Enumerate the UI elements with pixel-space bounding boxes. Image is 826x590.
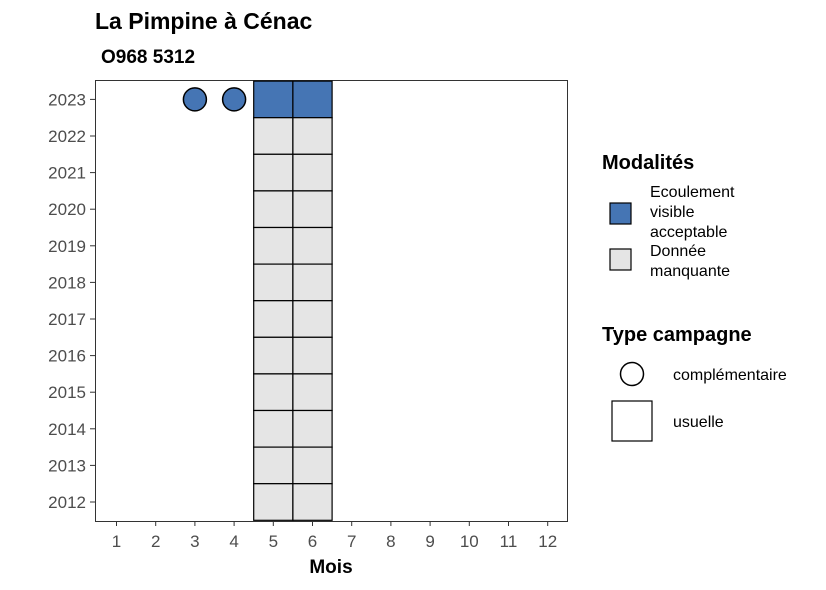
cell-2017-5 bbox=[253, 300, 294, 338]
cell-2023-5 bbox=[253, 80, 294, 119]
legend-key-modalite bbox=[609, 202, 632, 225]
cell-2022-5 bbox=[253, 117, 294, 155]
chart-subtitle: O968 5312 bbox=[101, 47, 195, 68]
legend-key-modalite bbox=[609, 248, 632, 271]
y-tick-label: 2013 bbox=[48, 456, 86, 475]
cell-2020-5 bbox=[253, 190, 294, 229]
cell-2018-5 bbox=[253, 263, 294, 302]
x-tick-label: 10 bbox=[460, 532, 479, 551]
cell-2012-6 bbox=[292, 483, 333, 521]
cells-layer bbox=[253, 80, 333, 521]
legend-title-modalites: Modalités bbox=[602, 152, 694, 174]
y-tick-label: 2019 bbox=[48, 237, 86, 256]
cell-2014-6 bbox=[292, 409, 333, 448]
x-tick-label: 6 bbox=[308, 532, 317, 551]
y-tick-label: 2014 bbox=[48, 420, 86, 439]
y-tick-label: 2023 bbox=[48, 90, 86, 109]
y-tick-label: 2022 bbox=[48, 127, 86, 146]
x-tick-label: 5 bbox=[269, 532, 278, 551]
x-tick-label: 8 bbox=[386, 532, 395, 551]
y-tick-label: 2021 bbox=[48, 164, 86, 183]
cell-2013-5 bbox=[253, 446, 294, 485]
cell-2019-5 bbox=[253, 226, 294, 265]
cell-2021-5 bbox=[253, 153, 294, 192]
cell-2019-6 bbox=[292, 226, 333, 265]
cell-2015-5 bbox=[253, 373, 294, 412]
x-tick-label: 3 bbox=[190, 532, 199, 551]
cell-2017-6 bbox=[292, 300, 333, 338]
cell-2013-6 bbox=[292, 446, 333, 485]
point-2023-4 bbox=[221, 87, 247, 112]
x-tick-label: 1 bbox=[112, 532, 121, 551]
cell-2012-5 bbox=[253, 483, 294, 521]
x-axis: 1 2 3 4 5 6 7 8 9 10 11 12 bbox=[112, 521, 557, 551]
legend-label-campagne: complémentaire bbox=[673, 367, 787, 384]
point-2023-3 bbox=[182, 87, 208, 112]
cell-2015-6 bbox=[292, 373, 333, 412]
x-tick-label: 9 bbox=[425, 532, 434, 551]
x-tick-label: 7 bbox=[347, 532, 356, 551]
cell-2014-5 bbox=[253, 409, 294, 448]
x-tick-label: 12 bbox=[538, 532, 557, 551]
x-axis-title: Mois bbox=[309, 557, 352, 578]
cell-2016-6 bbox=[292, 336, 333, 375]
cell-2018-6 bbox=[292, 263, 333, 302]
chart-title: La Pimpine à Cénac bbox=[95, 8, 313, 34]
cell-2021-6 bbox=[292, 153, 333, 192]
y-tick-label: 2017 bbox=[48, 310, 86, 329]
y-axis: 2012 2013 2014 2015 2016 2017 2018 2019 2020 2021… bbox=[48, 90, 95, 512]
y-tick-label: 2020 bbox=[48, 200, 86, 219]
cell-2023-6 bbox=[292, 80, 333, 119]
x-tick-label: 2 bbox=[151, 532, 160, 551]
y-tick-label: 2012 bbox=[48, 493, 86, 512]
points-layer bbox=[182, 87, 247, 112]
legend-title-campagne: Type campagne bbox=[602, 324, 752, 346]
legend-label-modalite: Ecoulement visible acceptable bbox=[650, 184, 735, 241]
legend-key-campagne bbox=[611, 400, 653, 442]
legend: Modalités Ecoulement visible acceptableDonn… bbox=[602, 152, 787, 442]
cell-2022-6 bbox=[292, 117, 333, 155]
cell-2020-6 bbox=[292, 190, 333, 229]
cell-2016-5 bbox=[253, 336, 294, 375]
legend-key-campagne bbox=[619, 361, 645, 387]
x-tick-label: 11 bbox=[500, 532, 518, 551]
legend-label-modalite: Donnée manquante bbox=[650, 243, 730, 280]
legend-label-campagne: usuelle bbox=[673, 414, 724, 431]
y-tick-label: 2018 bbox=[48, 273, 86, 292]
y-tick-label: 2015 bbox=[48, 383, 86, 402]
x-tick-label: 4 bbox=[229, 532, 238, 551]
y-tick-label: 2016 bbox=[48, 347, 86, 366]
